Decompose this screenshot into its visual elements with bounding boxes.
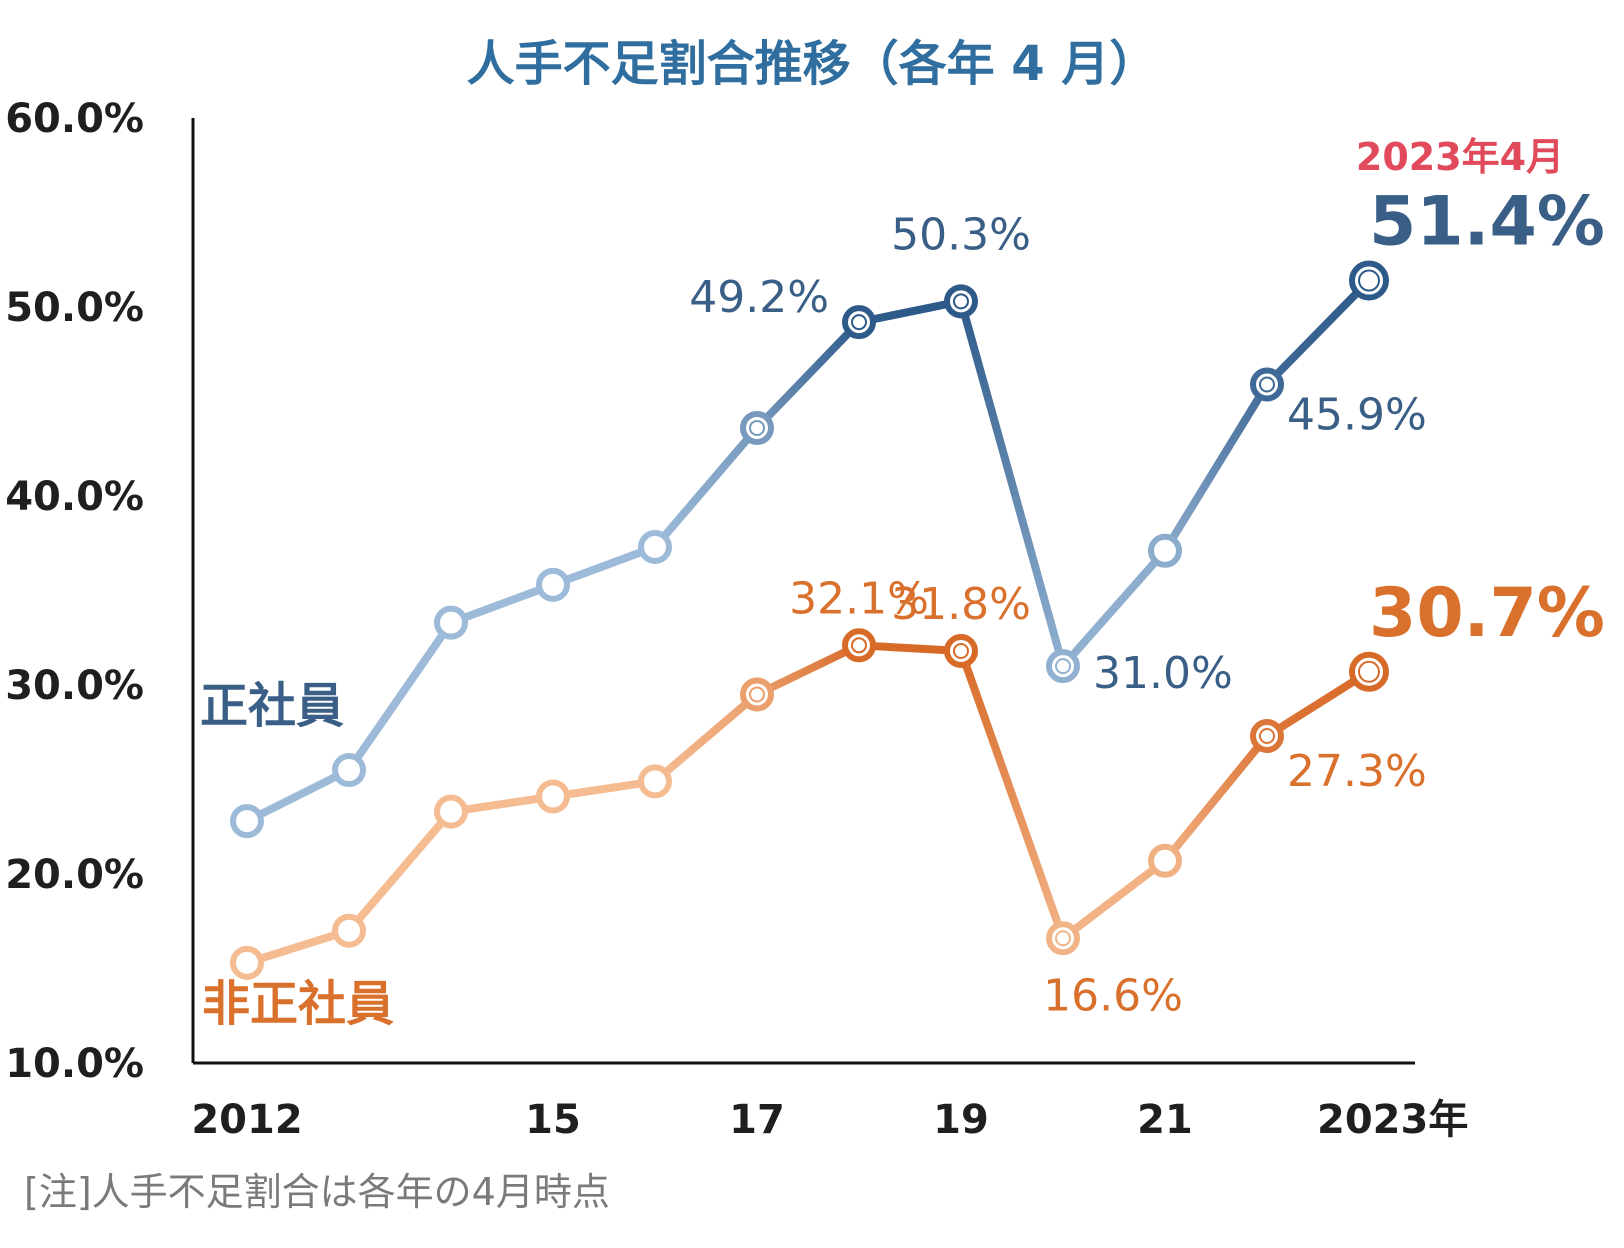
series-segment (753, 641, 863, 699)
data-label: 31.0% (1093, 648, 1233, 699)
data-point (638, 764, 672, 799)
data-point-ring (953, 293, 969, 310)
data-point-ring (1259, 728, 1275, 745)
series-segment (651, 423, 761, 552)
data-label: 30.7% (1369, 574, 1605, 653)
series-segment (345, 807, 455, 935)
x-tick-label: 17 (729, 1097, 785, 1143)
data-point (434, 794, 468, 829)
data-point (740, 677, 774, 712)
series-segment (447, 792, 557, 816)
data-point (944, 633, 978, 668)
x-tick-label: 2012 (191, 1097, 302, 1143)
data-point (434, 605, 468, 640)
data-point (1148, 843, 1182, 878)
y-tick-label: 40.0% (5, 474, 144, 520)
y-tick-label: 10.0% (5, 1041, 144, 1087)
series-segment (957, 646, 1067, 943)
series-name-nonregular: 非正社員 (202, 976, 394, 1032)
axes (191, 118, 1415, 1065)
x-tick-label: 19 (933, 1097, 989, 1143)
series-segment (1161, 732, 1271, 865)
highlight-period-label: 2023年4月 (1356, 135, 1564, 179)
series-segment (243, 926, 353, 967)
series-segment (345, 618, 455, 775)
data-label: 49.2% (689, 272, 829, 323)
series-markers (230, 260, 1389, 980)
data-label: 45.9% (1287, 389, 1427, 440)
data-label: 31.8% (891, 579, 1031, 630)
data-point (638, 530, 672, 565)
series-segment (549, 543, 659, 589)
data-point (842, 305, 876, 340)
data-label: 32.1% (789, 573, 929, 624)
series-segment (1263, 667, 1373, 741)
y-tick-label: 20.0% (5, 852, 144, 898)
data-label: 16.6% (1043, 970, 1183, 1021)
data-point-ring (749, 419, 765, 436)
data-labels: 49.2% 50.3% 31.0% 45.9% 51.4% 32.1%31.8% 16.6%… (689, 183, 1605, 1022)
data-label: 51.4% (1369, 183, 1605, 262)
data-point (1250, 719, 1284, 754)
y-tick-label: 60.0% (5, 96, 144, 142)
data-label: 50.3% (891, 209, 1031, 260)
x-tick-label: 2023年 (1317, 1097, 1468, 1143)
data-point-ring (851, 637, 867, 654)
data-point (332, 913, 366, 948)
series-segment (957, 297, 1067, 671)
data-point-ring (953, 642, 969, 659)
data-point (536, 567, 570, 602)
chart-title: 人手不足割合推移（各年 4 月） (467, 36, 1158, 92)
series-segment (855, 297, 965, 327)
y-axis-ticks: 10.0% 20.0% 30.0% 40.0% 50.0% 60.0% (5, 96, 144, 1087)
series-segment (243, 766, 353, 826)
series-segment (1059, 856, 1169, 943)
series-segment (1059, 546, 1169, 671)
data-point-ring (1259, 376, 1275, 393)
data-label: 27.3% (1287, 746, 1427, 797)
series-segment (651, 690, 761, 786)
y-tick-label: 30.0% (5, 663, 144, 709)
series-segment (753, 318, 863, 432)
series-name-regular: 正社員 (200, 678, 344, 734)
series-segment (447, 580, 557, 627)
x-axis-ticks: 2012 15 17 19 21 2023年 (191, 1097, 1468, 1143)
data-point (230, 804, 264, 839)
data-point (1349, 651, 1389, 692)
data-point (740, 410, 774, 445)
series-lines (243, 276, 1373, 967)
data-point (536, 779, 570, 814)
data-point (1250, 367, 1284, 402)
data-point-ring (749, 686, 765, 703)
footnote: [注]人手不足割合は各年の4月時点 (24, 1170, 610, 1214)
data-point-ring (1055, 930, 1071, 947)
series-segment (1161, 380, 1271, 555)
series-segment (549, 777, 659, 801)
data-point (944, 284, 978, 319)
data-point-ring (1358, 269, 1380, 292)
y-tick-label: 50.0% (5, 285, 144, 331)
data-point-ring (1055, 658, 1071, 675)
data-point (842, 628, 876, 663)
data-point (332, 753, 366, 788)
data-point-ring (1358, 660, 1380, 683)
series-segment (1263, 276, 1373, 389)
x-tick-label: 21 (1137, 1097, 1193, 1143)
data-point-ring (851, 314, 867, 331)
data-point (1046, 921, 1080, 956)
data-point (1148, 533, 1182, 568)
data-point (230, 945, 264, 980)
series-segment (855, 641, 965, 655)
data-point (1349, 260, 1389, 301)
x-tick-label: 15 (525, 1097, 581, 1143)
data-point (1046, 649, 1080, 684)
